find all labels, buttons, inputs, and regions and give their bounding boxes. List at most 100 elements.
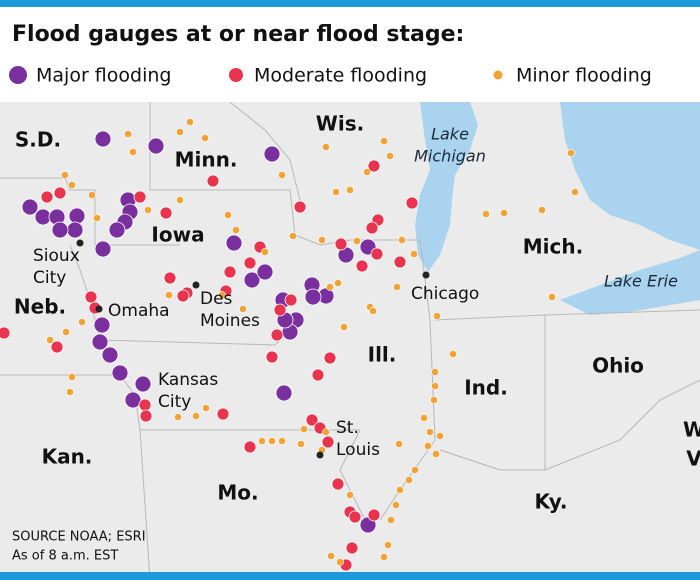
gauge-dot [176, 289, 190, 303]
gauge-dot [293, 200, 307, 214]
gauge-dot [265, 350, 279, 364]
gauge-dot [405, 196, 419, 210]
gauge-dot [386, 152, 394, 160]
legend-swatch [493, 70, 503, 80]
gauge-dot [34, 208, 52, 226]
gauge-dot [68, 181, 76, 189]
gauge-dot [305, 413, 319, 427]
gauge-dot [206, 174, 220, 188]
city-marker [76, 239, 84, 247]
city-label: Des [200, 289, 233, 309]
gauge-dot [273, 303, 287, 317]
gauge-dot [380, 137, 388, 145]
gauge-dot [538, 206, 546, 214]
lake-michigan [415, 102, 478, 272]
gauge-dot [426, 428, 434, 436]
top-bar [0, 0, 700, 7]
gauge-dot [424, 442, 432, 450]
gauge-dot [218, 291, 226, 299]
gauge-dot [380, 553, 388, 561]
gauge-dot [21, 198, 39, 216]
gauge-dot [367, 159, 381, 173]
gauge-dot [225, 234, 243, 252]
gauge-dot [66, 221, 84, 239]
gauge-dot [392, 501, 400, 509]
gauge-dot [93, 214, 101, 222]
state-label: S.D. [15, 128, 61, 152]
state-label: V [686, 447, 700, 471]
city-label: Chicago [411, 284, 479, 304]
gauge-dot [101, 346, 119, 364]
gauge-dot [336, 558, 344, 566]
gauge-dot [393, 255, 407, 269]
city-marker [422, 271, 430, 279]
gauge-dot [322, 428, 330, 436]
legend-swatch [9, 66, 27, 84]
city-label: Kansas [158, 370, 218, 390]
title: Flood gauges at or near flood stage: [12, 22, 464, 47]
header [0, 7, 700, 102]
gauge-dot [289, 232, 297, 240]
gauge-dot [353, 237, 361, 245]
gauge-dot [548, 293, 556, 301]
state-label: Wis. [316, 112, 364, 136]
gauge-dot [261, 248, 269, 256]
gauge-dot [300, 425, 308, 433]
gauge-dot [311, 368, 325, 382]
gauge-dot [94, 240, 112, 258]
lake-label: Lake Erie [604, 272, 678, 291]
gauge-dot [323, 351, 337, 365]
gauge-dot [66, 388, 74, 396]
city-label: Moines [200, 311, 260, 331]
gauge-dot [51, 221, 69, 239]
state-label: Mo. [217, 481, 258, 505]
gauge-dot [367, 508, 381, 522]
gauge-dot [321, 435, 335, 449]
gauge-dot [46, 336, 54, 344]
gauge-dot [133, 190, 147, 204]
bottom-bar [0, 572, 700, 580]
gauge-dot [239, 305, 247, 313]
gauge-dot [430, 396, 438, 404]
gauge-dot [201, 134, 209, 142]
gauge-dot [398, 236, 406, 244]
gauge-dot [147, 137, 165, 155]
gauge-dot [436, 432, 444, 440]
gauge-dot [93, 316, 111, 334]
gauge-dot [410, 250, 418, 258]
gauge-dot [268, 437, 276, 445]
gauge-dot [346, 186, 354, 194]
source: SOURCE NOAA; ESRI [12, 530, 146, 545]
gauge-dot [395, 440, 403, 448]
gauge-dot [124, 130, 132, 138]
city-marker [192, 281, 200, 289]
gauge-dot [405, 476, 413, 484]
state-label: Ky. [534, 490, 567, 514]
gauge-dot [482, 210, 490, 218]
gauge-dot [411, 466, 419, 474]
gauge-dot [258, 437, 266, 445]
gauge-dot [243, 256, 257, 270]
as-of: As of 8 a.m. EST [12, 549, 118, 564]
gauge-dot [334, 237, 348, 251]
city-label: Sioux [33, 246, 80, 266]
gauge-dot [138, 398, 152, 412]
gauge-dot [124, 391, 142, 409]
gauge-dot [346, 491, 354, 499]
gauge-dot [387, 516, 395, 524]
gauge-dot [174, 413, 182, 421]
gauge-dot [340, 323, 348, 331]
gauge-dot [84, 290, 98, 304]
gauge-dot [278, 171, 286, 179]
gauge-dot [134, 375, 152, 393]
gauge-dot [334, 279, 342, 287]
state-label: Mich. [523, 235, 583, 259]
state-label: Ill. [368, 343, 397, 367]
legend-label: Minor flooding [516, 65, 652, 87]
lake-label: Lake [431, 125, 469, 144]
gauge-dot [297, 440, 305, 448]
city-label: St. [336, 418, 359, 438]
gauge-dot [393, 283, 401, 291]
gauge-dot [224, 211, 232, 219]
gauge-dot [431, 382, 439, 390]
